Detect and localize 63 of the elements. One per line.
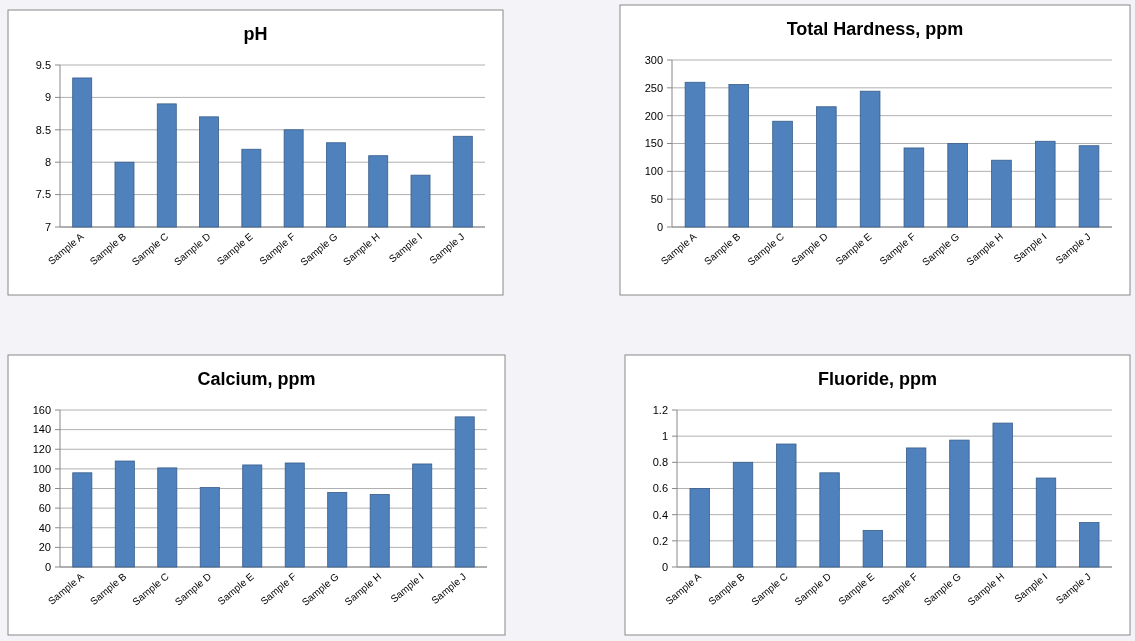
bar bbox=[728, 84, 750, 228]
y-tick-label: 250 bbox=[644, 81, 663, 94]
bar bbox=[862, 529, 883, 568]
bar bbox=[1034, 140, 1056, 228]
bar bbox=[776, 443, 797, 568]
bar bbox=[199, 487, 220, 568]
bar bbox=[816, 106, 837, 228]
y-tick-label: 9.5 bbox=[35, 58, 51, 71]
y-tick-label: 0.2 bbox=[652, 534, 668, 547]
y-tick-label: 8.5 bbox=[35, 123, 51, 136]
bar bbox=[412, 463, 433, 568]
bar bbox=[819, 472, 840, 568]
y-tick-label: 1 bbox=[661, 430, 668, 443]
chart-title: pH bbox=[243, 24, 268, 44]
bar bbox=[1035, 477, 1057, 568]
bar bbox=[732, 461, 754, 568]
y-tick-label: 0 bbox=[44, 560, 51, 573]
bar bbox=[772, 120, 793, 228]
y-tick-label: 0.6 bbox=[652, 482, 668, 495]
bar bbox=[1078, 145, 1100, 228]
y-tick-label: 20 bbox=[38, 541, 51, 554]
y-tick-label: 150 bbox=[644, 137, 663, 150]
bar bbox=[903, 147, 925, 228]
y-tick-label: 120 bbox=[32, 443, 51, 456]
bar bbox=[684, 81, 706, 228]
y-tick-label: 0.8 bbox=[652, 456, 668, 469]
bar bbox=[1079, 522, 1100, 568]
chart-title: Calcium, ppm bbox=[197, 369, 316, 389]
bar bbox=[369, 493, 390, 568]
bar bbox=[859, 90, 881, 228]
y-tick-label: 7 bbox=[44, 220, 51, 233]
bar bbox=[906, 447, 927, 568]
y-tick-label: 40 bbox=[38, 521, 51, 534]
y-tick-label: 100 bbox=[32, 462, 51, 475]
bar bbox=[114, 460, 135, 568]
y-tick-label: 8 bbox=[44, 156, 51, 169]
chart-title: Fluoride, ppm bbox=[818, 369, 937, 389]
y-tick-label: 200 bbox=[644, 109, 663, 122]
bar bbox=[991, 159, 1012, 228]
y-tick-label: 140 bbox=[32, 423, 51, 436]
y-tick-label: 80 bbox=[38, 482, 51, 495]
chart-title: Total Hardness, ppm bbox=[786, 19, 964, 39]
y-tick-label: 0.4 bbox=[652, 508, 668, 521]
y-tick-label: 0 bbox=[656, 220, 663, 233]
y-tick-label: 9 bbox=[44, 91, 51, 104]
y-tick-label: 300 bbox=[644, 53, 663, 66]
y-tick-label: 7.5 bbox=[35, 188, 51, 201]
bar bbox=[242, 464, 263, 568]
y-tick-label: 0 bbox=[661, 560, 668, 573]
bar bbox=[689, 488, 710, 568]
bar bbox=[327, 492, 348, 568]
bar bbox=[157, 467, 178, 568]
y-tick-label: 60 bbox=[38, 501, 51, 514]
bar bbox=[284, 462, 305, 568]
bar bbox=[949, 439, 970, 568]
bar bbox=[947, 143, 968, 228]
bar bbox=[992, 422, 1013, 568]
y-tick-label: 100 bbox=[644, 165, 663, 178]
bar bbox=[454, 416, 475, 568]
y-tick-label: 160 bbox=[32, 403, 51, 416]
y-tick-label: 1.2 bbox=[652, 403, 668, 416]
y-tick-label: 50 bbox=[650, 193, 663, 206]
bar bbox=[72, 472, 93, 568]
